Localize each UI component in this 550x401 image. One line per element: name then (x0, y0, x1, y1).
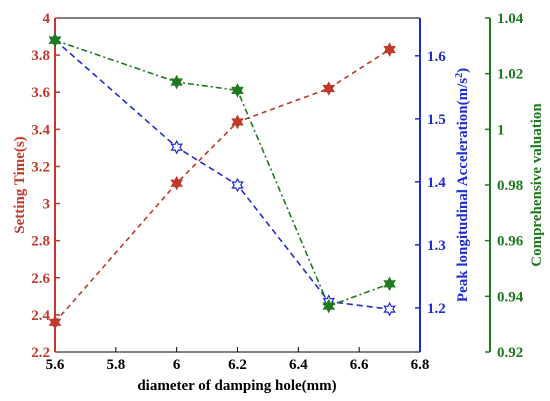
y-left-tick-label: 2.2 (31, 345, 50, 361)
x-tick-label: 5.6 (46, 357, 65, 373)
y-right1-tick-label: 1.6 (427, 49, 446, 65)
y-right2-tick-label: 1 (497, 122, 505, 138)
series-marker-right1 (383, 301, 396, 317)
series-marker-right1 (231, 177, 244, 193)
y-axis-left-title: Setting Time(s) (12, 136, 28, 233)
y-left-tick-label: 4 (43, 11, 51, 27)
y-left-tick-label: 3.2 (31, 159, 50, 175)
series-marker-right2 (383, 276, 396, 292)
series-marker-right2 (231, 83, 244, 98)
series-marker-left (48, 315, 62, 330)
y-right1-tick-label: 1.4 (427, 175, 446, 191)
y-right2-tick-label: 0.94 (497, 289, 524, 305)
y-left-tick-label: 2.4 (31, 308, 50, 324)
y-left-tick-label: 3.8 (31, 48, 50, 64)
x-axis: 5.6 5.8 6 6.2 6.4 6.6 6.8 (46, 347, 430, 373)
y-right2-tick-label: 1.04 (497, 11, 524, 27)
y-left-tick-label: 3.6 (31, 85, 50, 101)
y-axis-peak-acceleration: 1.2 1.3 1.4 1.5 1.6 (415, 18, 446, 352)
series-marker-right2 (322, 298, 336, 314)
y-left-tick-label: 3 (43, 197, 51, 213)
series-marker-left (322, 81, 336, 96)
y-right1-tick-label: 1.2 (427, 301, 446, 317)
x-axis-title: diameter of damping hole(mm) (137, 378, 336, 394)
y-left-tick-label: 3.4 (31, 122, 50, 138)
series-marker-right1 (170, 139, 183, 155)
y-right1-tick-label: 1.5 (427, 112, 446, 128)
series-marker-right2 (48, 32, 62, 48)
x-tick-label: 6.6 (350, 357, 369, 373)
y-axis-right2-title: Comprehensive valuation (529, 103, 545, 267)
y-right1-tick-label: 1.3 (427, 238, 446, 254)
x-tick-label: 6.4 (289, 357, 308, 373)
series-line-right2 (54, 39, 390, 308)
y-left-tick-label: 2.6 (31, 271, 50, 287)
y-right2-tick-label: 1.02 (497, 67, 523, 83)
y-axis-comprehensive-valuation: 0.92 0.94 0.96 0.98 1 1.02 1.04 (485, 11, 524, 361)
y-right2-tick-label: 0.96 (497, 234, 524, 250)
y-right2-tick-label: 0.98 (497, 178, 523, 194)
y-left-tick-label: 2.8 (31, 234, 50, 250)
series-marker-right2 (170, 74, 183, 90)
x-tick-label: 6 (173, 357, 181, 373)
y-right2-tick-label: 0.92 (497, 345, 523, 361)
series-layer (48, 32, 396, 330)
series-marker-left (383, 42, 396, 57)
x-tick-label: 6.8 (411, 357, 430, 373)
y-axis-setting-time: 2.2 2.4 2.6 2.8 3 3.2 3.4 3.6 3.8 4 (31, 11, 60, 361)
series-marker-left (170, 175, 183, 191)
y-axis-right1-title: Peak longitudinal Acceleration(m/s2) (454, 68, 471, 302)
x-tick-label: 6.2 (228, 357, 247, 373)
x-tick-label: 5.8 (106, 357, 125, 373)
series-marker-left (231, 114, 244, 130)
